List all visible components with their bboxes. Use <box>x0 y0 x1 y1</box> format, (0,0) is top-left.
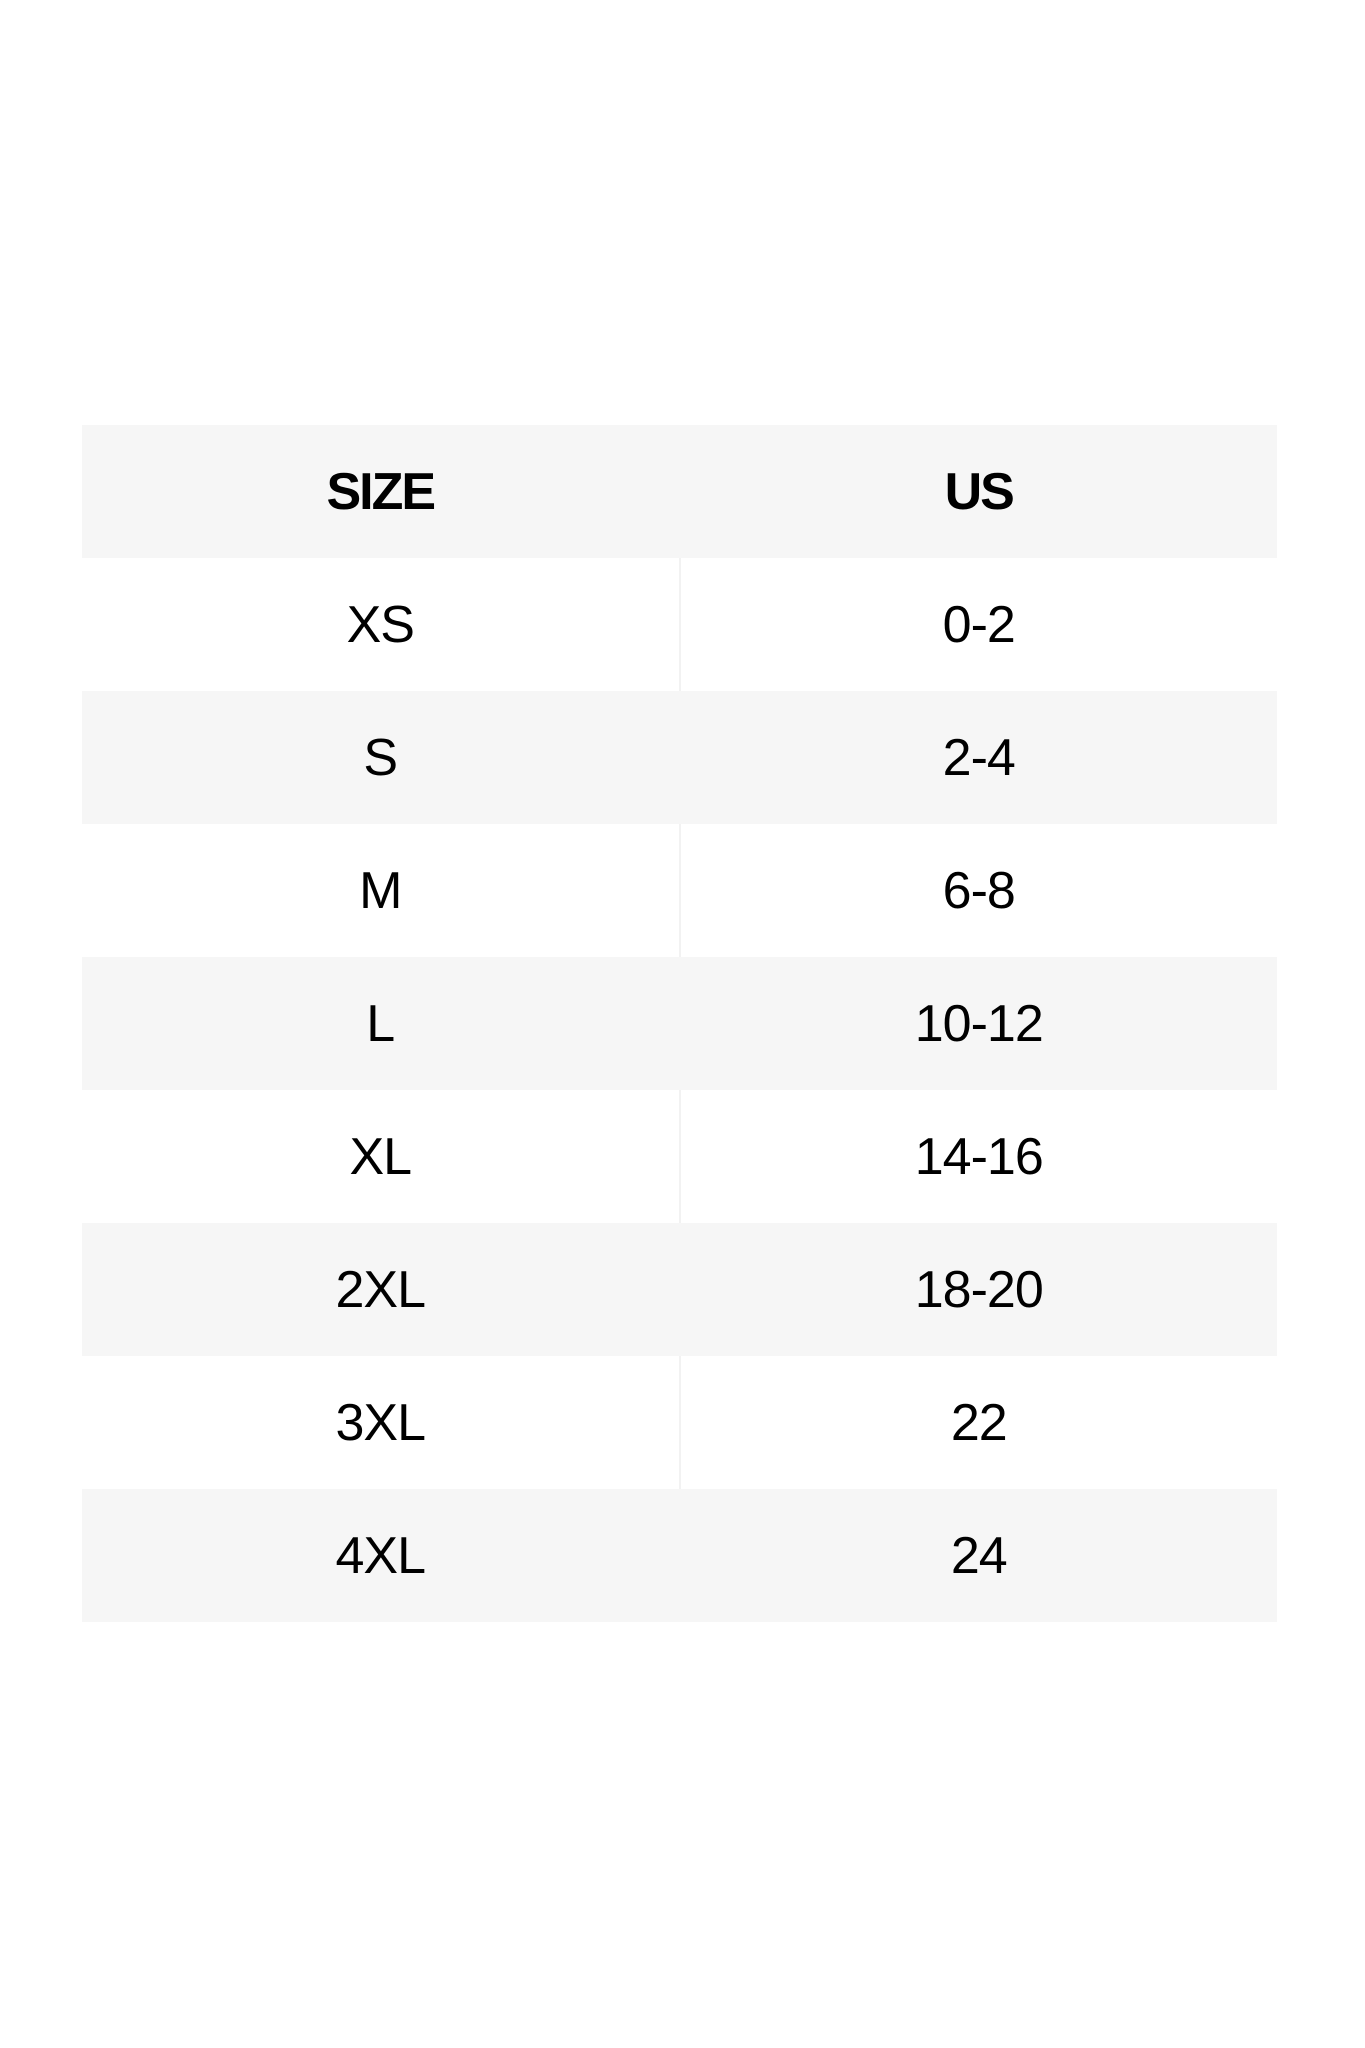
size-cell: XL <box>82 1090 681 1223</box>
size-cell: 3XL <box>82 1356 681 1489</box>
us-size-cell: 2-4 <box>942 728 1016 787</box>
size-cell: XS <box>82 558 681 691</box>
us-size-cell: 6-8 <box>942 861 1016 920</box>
table-row: 4XL 24 <box>82 1489 1277 1622</box>
table-row: M 6-8 <box>82 824 1277 957</box>
size-cell: 2XL <box>335 1260 426 1319</box>
size-cell: 4XL <box>335 1526 426 1585</box>
us-size-cell: 24 <box>950 1526 1008 1585</box>
header-size: SIZE <box>326 462 436 521</box>
size-cell: M <box>82 824 681 957</box>
us-size-cell: 10-12 <box>914 994 1044 1053</box>
table-header-row: SIZE US <box>82 425 1277 558</box>
table-row: 2XL 18-20 <box>82 1223 1277 1356</box>
size-chart-table: SIZE US XS 0-2 S 2-4 M 6-8 L 10-12 XL 14-16 2XL 18-… <box>82 425 1277 1622</box>
size-cell: S <box>363 728 398 787</box>
us-size-cell: 22 <box>950 1393 1008 1452</box>
us-size-cell: 0-2 <box>942 595 1016 654</box>
table-row: XS 0-2 <box>82 558 1277 691</box>
header-us: US <box>944 462 1015 521</box>
table-row: S 2-4 <box>82 691 1277 824</box>
us-size-cell: 18-20 <box>914 1260 1044 1319</box>
table-row: 3XL 22 <box>82 1356 1277 1489</box>
size-cell: L <box>366 994 395 1053</box>
table-row: XL 14-16 <box>82 1090 1277 1223</box>
us-size-cell: 14-16 <box>914 1127 1044 1186</box>
table-row: L 10-12 <box>82 957 1277 1090</box>
